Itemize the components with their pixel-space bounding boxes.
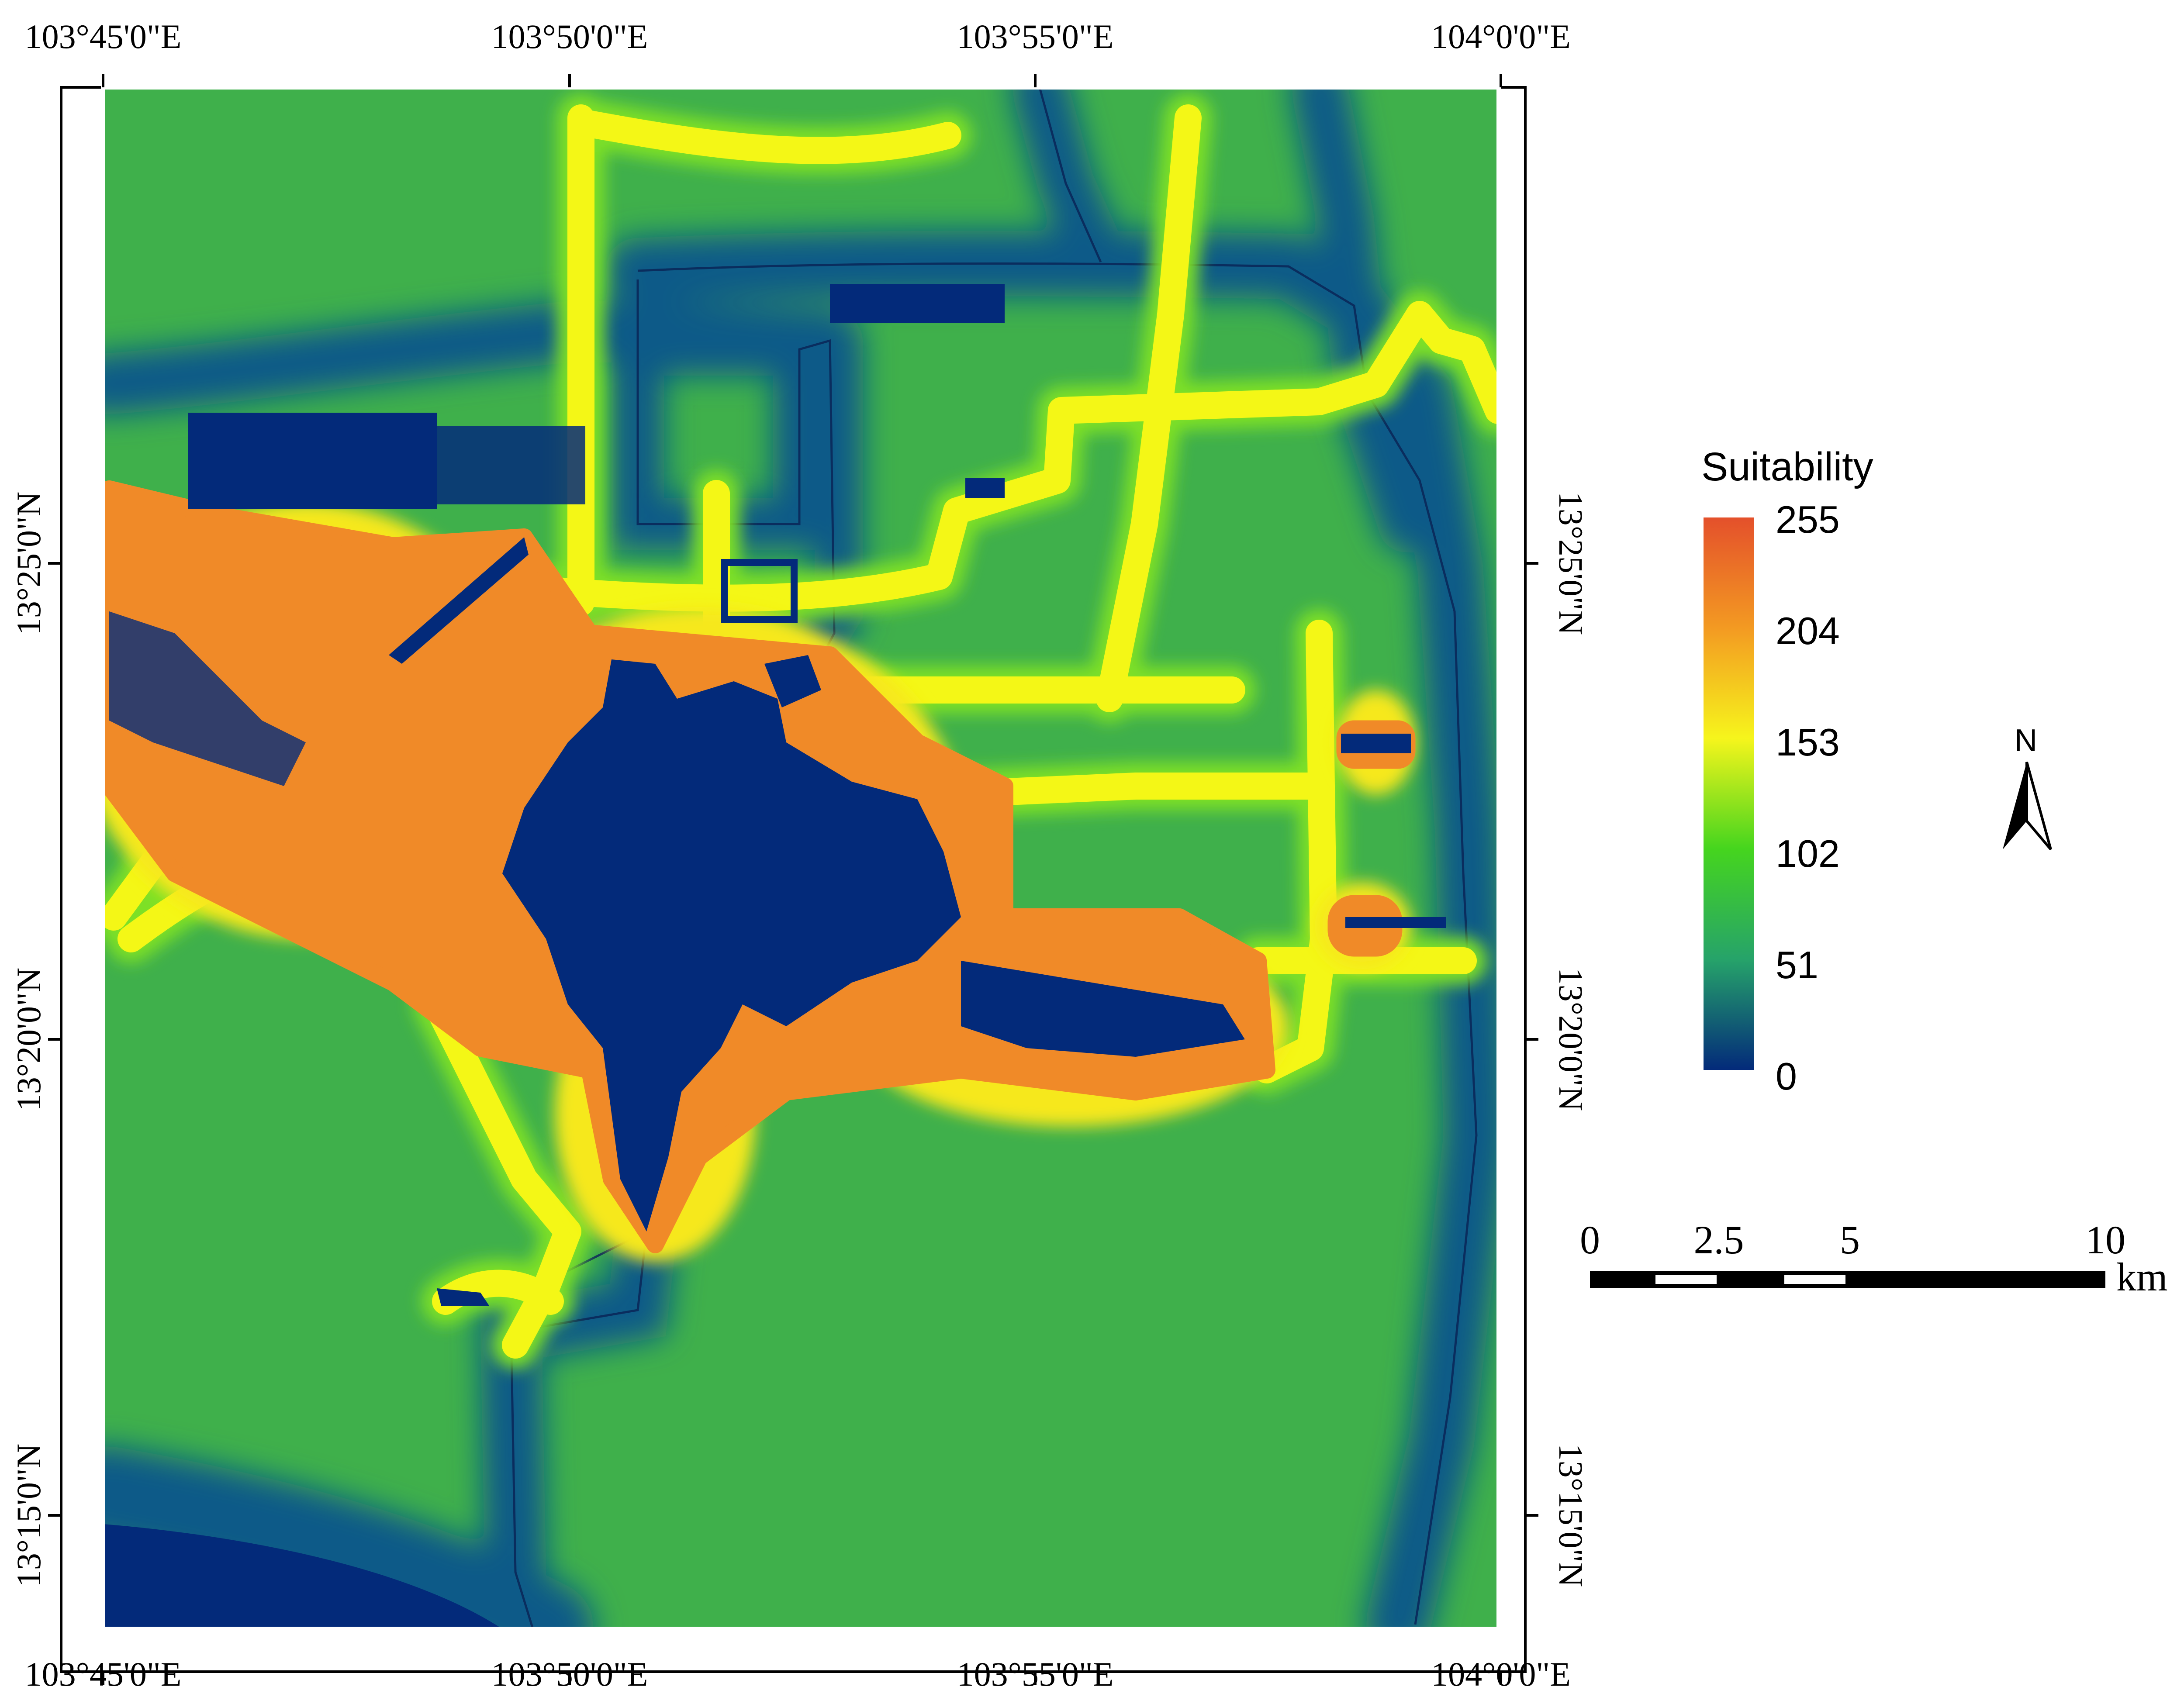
legend-label: 51 — [1776, 943, 1818, 987]
scale-unit: km — [2116, 1255, 2168, 1299]
bottom-tick-label: 103°50'0"E — [491, 1655, 648, 1693]
right-tick-label: 13°15'0"N — [1552, 1444, 1590, 1587]
legend-label: 204 — [1776, 609, 1840, 652]
scale-bar-segment — [1784, 1275, 1845, 1284]
left-tick-label: 13°25'0"N — [10, 492, 48, 635]
north-arrow-icon-right — [2025, 762, 2052, 850]
top-tick-label: 103°45'0"E — [25, 17, 182, 55]
left-tick-label: 13°20'0"N — [10, 968, 48, 1111]
north-arrow-icon — [2003, 762, 2027, 849]
scale-label: 2.5 — [1694, 1218, 1744, 1262]
map-inner-frame — [101, 85, 1501, 1631]
legend: Suitability 255 204 153 102 51 0 — [1701, 445, 1873, 1098]
scale-label: 10 — [2085, 1218, 2125, 1262]
scale-bar-segment — [1655, 1275, 1717, 1284]
reservoir-outline — [721, 559, 798, 623]
scale-label: 0 — [1580, 1218, 1600, 1262]
legend-title: Suitability — [1701, 445, 1873, 489]
top-tick-label: 103°50'0"E — [491, 17, 648, 55]
map-raster — [103, 87, 1499, 1629]
legend-label: 255 — [1776, 498, 1840, 541]
built-up-and-water-areas — [103, 284, 1446, 1629]
right-tick-label: 13°25'0"N — [1552, 492, 1590, 635]
frame-ticks — [48, 74, 1538, 1685]
left-tick-label: 13°15'0"N — [10, 1444, 48, 1587]
top-tick-label: 104°0'0"E — [1431, 17, 1571, 55]
legend-label: 0 — [1776, 1055, 1797, 1098]
legend-label: 102 — [1776, 832, 1840, 875]
bottom-tick-label: 103°55'0"E — [957, 1655, 1114, 1693]
scale-label: 5 — [1840, 1218, 1860, 1262]
right-tick-label: 13°20'0"N — [1552, 968, 1590, 1111]
north-arrow-label: N — [2015, 723, 2037, 758]
legend-color-ramp — [1704, 517, 1754, 1070]
legend-label: 153 — [1776, 721, 1840, 764]
bottom-tick-label: 103°45'0"E — [25, 1655, 182, 1693]
north-arrow: N — [2003, 723, 2052, 850]
top-tick-label: 103°55'0"E — [957, 17, 1114, 55]
bottom-tick-label: 104°0'0"E — [1431, 1655, 1571, 1693]
scale-bar: 0 2.5 5 10 km — [1580, 1218, 2168, 1299]
